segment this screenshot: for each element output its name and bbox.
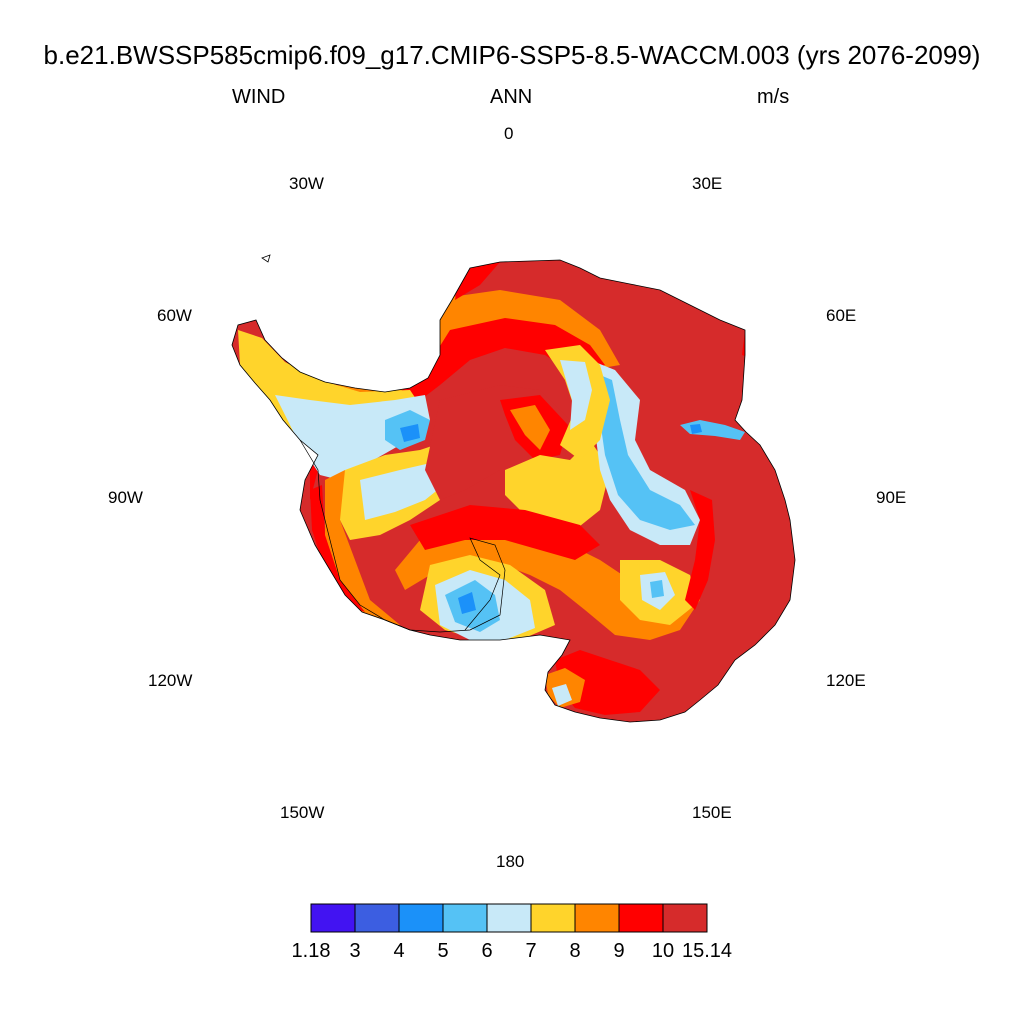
lon-label-30w: 30W xyxy=(289,174,324,193)
variable-label: WIND xyxy=(232,86,286,108)
colorbar-tick-label: 7 xyxy=(525,940,537,962)
lon-label-90w: 90W xyxy=(108,488,143,507)
season-label: ANN xyxy=(490,86,533,108)
colorbar-swatch xyxy=(442,903,488,933)
colorbar-swatch xyxy=(310,903,356,933)
lon-label-0: 0 xyxy=(504,124,514,143)
colorbar-tick-label: 3 xyxy=(349,940,361,962)
colorbar-tick-label: 1.18 xyxy=(291,940,331,962)
colorbar xyxy=(310,903,708,933)
lon-label-60e: 60E xyxy=(826,306,857,325)
colorbar-tick-label: 10 xyxy=(651,940,675,962)
colorbar-swatch xyxy=(530,903,576,933)
colorbar-tick-label: 4 xyxy=(393,940,405,962)
lon-label-150e: 150E xyxy=(692,803,732,822)
colorbar-tick-label: 15.14 xyxy=(681,940,733,962)
wind-field xyxy=(238,262,760,715)
ice-shelf-line xyxy=(299,439,506,633)
colorbar-swatch xyxy=(662,903,708,933)
colorbar-swatch xyxy=(574,903,620,933)
lon-label-180: 180 xyxy=(496,852,525,871)
colorbar-tick-label: 8 xyxy=(569,940,581,962)
lon-label-60w: 60W xyxy=(157,306,192,325)
colorbar-tick-label: 6 xyxy=(481,940,493,962)
colorbar-tick-label: 9 xyxy=(613,940,625,962)
lon-label-150w: 150W xyxy=(280,803,325,822)
colorbar-tick-label: 5 xyxy=(437,940,449,962)
island-outline xyxy=(261,254,271,263)
colorbar-swatch xyxy=(618,903,664,933)
colorbar-swatch xyxy=(486,903,532,933)
units-label: m/s xyxy=(757,86,790,108)
lon-label-120e: 120E xyxy=(826,671,866,690)
lon-label-30e: 30E xyxy=(692,174,723,193)
colorbar-swatch xyxy=(398,903,444,933)
colorbar-swatch xyxy=(354,903,400,933)
lon-label-90e: 90E xyxy=(876,488,907,507)
lon-label-120w: 120W xyxy=(148,671,193,690)
plot-title: b.e21.BWSSP585cmip6.f09_g17.CMIP6-SSP5-8… xyxy=(43,40,981,70)
